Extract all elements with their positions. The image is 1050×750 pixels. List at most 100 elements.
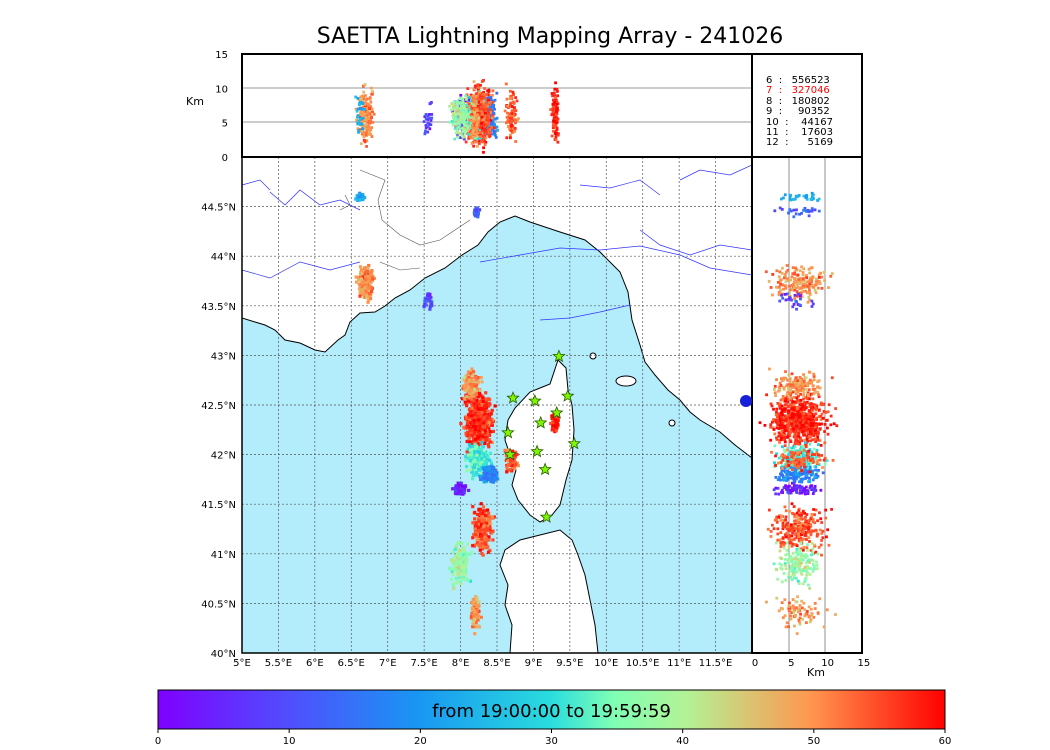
side-altitude-point	[796, 279, 800, 282]
side-altitude-point	[789, 409, 793, 413]
side-altitude-point	[815, 406, 819, 410]
lightning-point	[489, 412, 493, 416]
lightning-point	[369, 289, 374, 294]
side-altitude-point	[783, 438, 787, 442]
lightning-point	[484, 391, 488, 395]
top-altitude-point	[551, 102, 555, 106]
top-altitude-point	[365, 139, 369, 143]
lightning-point	[366, 275, 370, 279]
lightning-point	[479, 615, 483, 619]
top-altitude-point	[511, 105, 514, 109]
top-altitude-point	[426, 114, 430, 118]
lightning-point	[364, 288, 368, 292]
side-altitude-point	[786, 434, 790, 438]
lightning-point	[462, 396, 466, 400]
top-altitude-point	[363, 134, 366, 137]
lightning-point	[458, 564, 462, 568]
side-altitude-point	[788, 284, 791, 288]
lightning-point	[426, 293, 430, 297]
lightning-point	[465, 552, 469, 556]
top-altitude-point	[464, 140, 468, 144]
side-altitude-point	[815, 277, 818, 281]
lightning-point	[481, 520, 485, 524]
side-altitude-point	[782, 436, 786, 440]
side-altitude-point	[788, 208, 792, 212]
lightning-point	[487, 517, 491, 522]
lightning-point	[474, 402, 479, 406]
top-altitude-point	[509, 120, 512, 124]
side-altitude-point	[776, 280, 780, 284]
lightning-point	[462, 426, 466, 430]
top-altitude-point	[490, 103, 493, 107]
side-altitude-point	[805, 434, 809, 438]
side-altitude-point	[769, 438, 773, 442]
side-altitude-point	[778, 406, 782, 410]
top-altitude-point	[492, 105, 495, 109]
lightning-point	[466, 413, 471, 417]
top-altitude-point	[506, 118, 510, 122]
lightning-point	[489, 470, 494, 474]
side-altitude-point	[823, 279, 827, 283]
top-altitude-point	[486, 118, 490, 122]
side-altitude-point	[812, 193, 815, 197]
top-altitude-point	[553, 100, 556, 104]
lightning-point	[490, 421, 494, 425]
top-altitude-point	[480, 126, 484, 130]
side-altitude-point	[829, 414, 833, 418]
lightning-point	[488, 469, 492, 474]
lightning-point	[478, 526, 482, 530]
top-altitude-point	[488, 103, 492, 106]
top-altitude-point	[469, 110, 472, 114]
side-altitude-point	[819, 401, 823, 405]
top-altitude-point	[474, 107, 478, 111]
lightning-point	[468, 395, 472, 399]
lon-tick-label: 10°E	[594, 658, 618, 669]
side-altitude-point	[817, 422, 821, 426]
lightning-point	[487, 465, 491, 469]
side-altitude-point	[780, 266, 784, 270]
lightning-point	[488, 521, 493, 525]
top-altitude-point	[423, 115, 427, 119]
top-altitude-point	[491, 128, 494, 132]
lightning-point	[472, 603, 476, 608]
side-altitude-point	[777, 412, 781, 416]
lightning-point	[469, 461, 474, 465]
lightning-point	[480, 411, 484, 415]
top-altitude-point	[483, 87, 486, 90]
side-altitude-point	[781, 283, 785, 287]
lightning-point	[484, 463, 489, 467]
side-altitude-point	[796, 195, 800, 199]
lightning-point	[480, 380, 484, 384]
side-altitude-point	[815, 433, 819, 437]
top-altitude-point	[551, 121, 555, 125]
top-altitude-point	[354, 107, 358, 111]
side-altitude-point	[804, 443, 808, 447]
side-altitude-point	[806, 439, 810, 443]
lightning-point	[468, 440, 472, 444]
top-altitude-point	[487, 125, 491, 128]
lightning-point	[451, 550, 455, 554]
side-altitude-point	[776, 285, 780, 289]
lightning-point	[482, 460, 486, 464]
lightning-point	[428, 304, 432, 309]
lightning-point	[478, 441, 483, 446]
lightning-point	[424, 299, 428, 303]
lightning-point	[480, 529, 485, 534]
side-altitude-point	[786, 415, 790, 419]
lightning-point	[357, 278, 361, 282]
lightning-point	[368, 296, 373, 301]
side-altitude-point	[821, 403, 825, 407]
top-altitude-point	[453, 137, 457, 141]
top-altitude-point	[474, 104, 477, 108]
lightning-point	[478, 548, 482, 552]
lightning-point	[364, 296, 368, 300]
lightning-point	[485, 436, 489, 440]
top-altitude-point	[481, 134, 485, 138]
top-altitude-point	[465, 117, 469, 121]
side-altitude-point	[775, 436, 778, 440]
lightning-point	[451, 560, 455, 564]
top-altitude-point	[493, 117, 497, 121]
top-altitude-point	[491, 114, 495, 118]
top-altitude-point	[493, 131, 496, 135]
